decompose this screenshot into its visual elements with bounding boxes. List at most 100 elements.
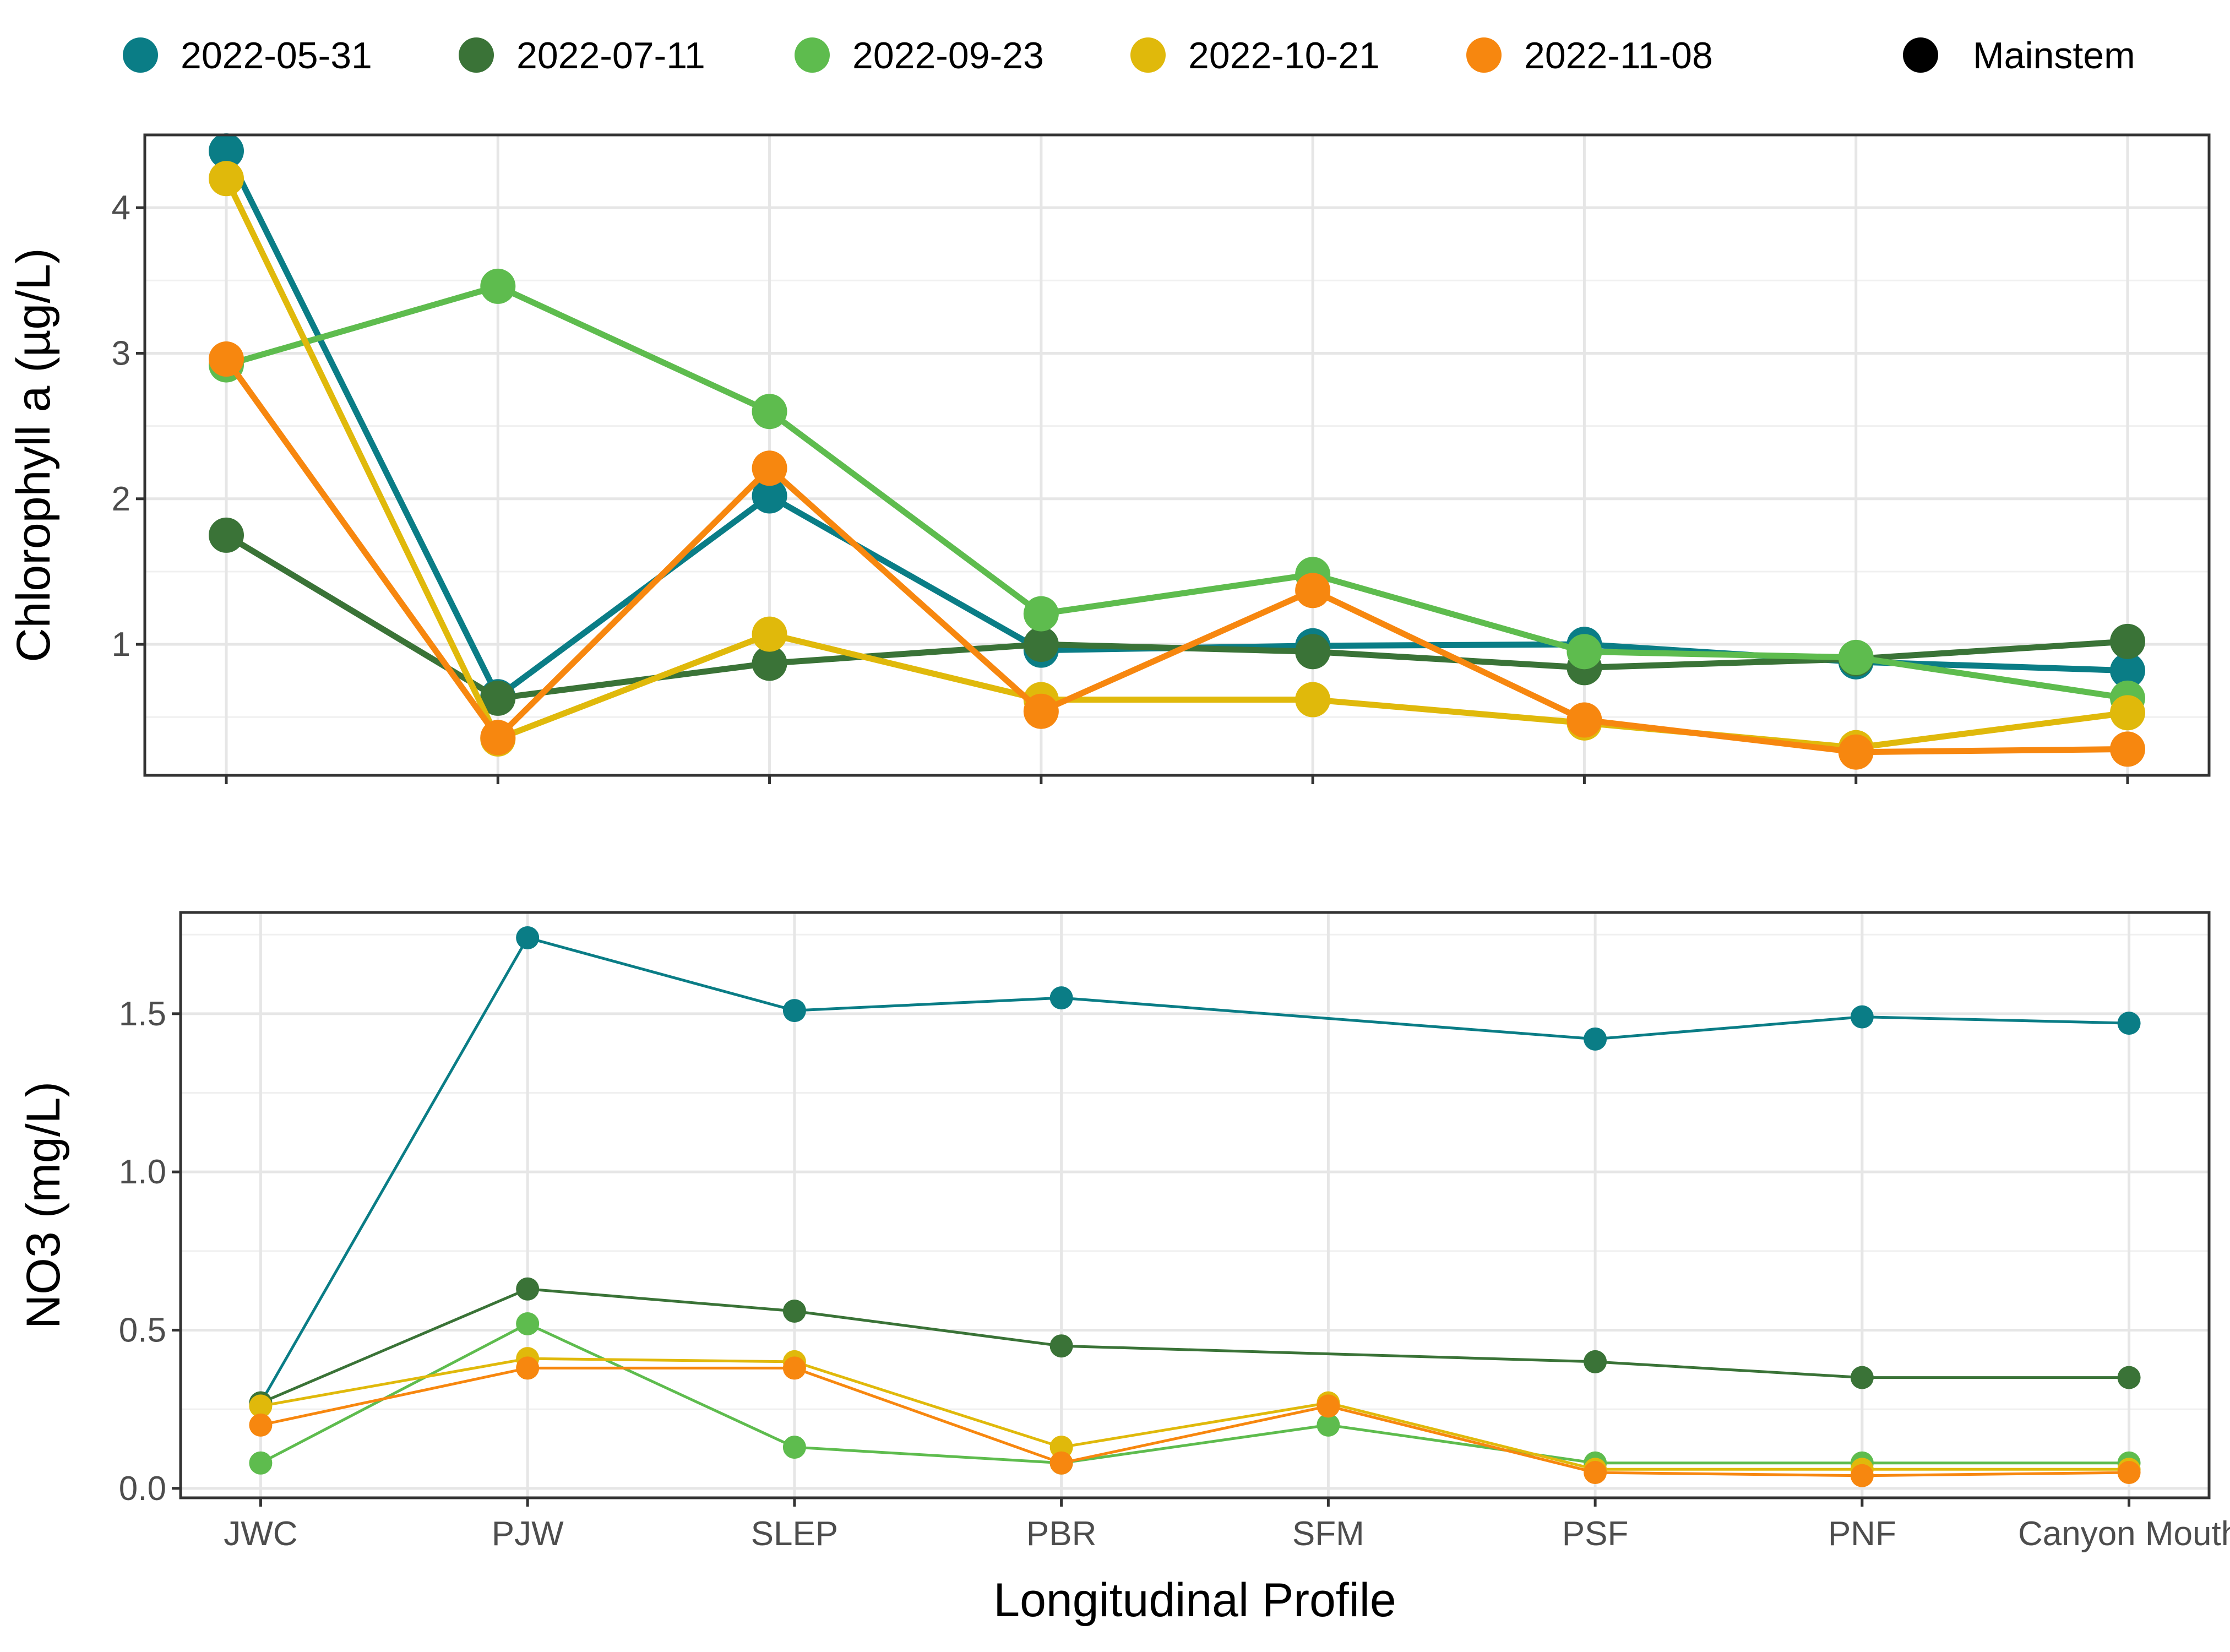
no3-point-2022-07-11-pnf — [1850, 1366, 1874, 1389]
chlorophyll-y-tick-label: 4 — [112, 189, 130, 227]
chlorophyll-point-2022-11-08-slep — [752, 450, 787, 486]
chlorophyll-point-2022-10-21-sfm — [1295, 682, 1331, 718]
no3-point-2022-09-23-pjw — [516, 1312, 540, 1335]
no3-point-2022-05-31-psf — [1584, 1027, 1607, 1051]
x-tick-label-pbr: PBR — [1026, 1515, 1096, 1553]
no3-point-2022-11-08-psf — [1584, 1461, 1607, 1485]
chlorophyll-panel-border — [143, 133, 2211, 777]
no3-point-2022-11-08-canyon-mouth — [2117, 1461, 2141, 1485]
no3-point-2022-11-08-pjw — [516, 1356, 540, 1380]
no3-point-2022-11-08-sfm — [1317, 1394, 1340, 1418]
x-tick-label-psf: PSF — [1562, 1515, 1629, 1553]
chlorophyll-point-2022-05-31-canyon-mouth — [2110, 653, 2146, 688]
legend-item-mainstem: Mainstem — [1903, 35, 2135, 77]
chlorophyll-point-2022-09-23-pjw — [480, 268, 516, 304]
legend-swatch — [459, 37, 494, 73]
legend-item-2022-11-08: 2022-11-08 — [1466, 35, 1713, 77]
no3-point-2022-11-08-pbr — [1049, 1451, 1073, 1475]
no3-point-2022-05-31-canyon-mouth — [2117, 1012, 2141, 1035]
chlorophyll-line-2022-09-23 — [225, 283, 2128, 702]
chlorophyll-point-2022-07-11-pbr — [1023, 627, 1059, 662]
legend-swatch — [795, 37, 830, 73]
no3-point-2022-05-31-slep — [782, 999, 806, 1023]
chlorophyll-point-2022-11-08-sfm — [1295, 573, 1331, 608]
no3-y-tick-label: 0.5 — [119, 1311, 166, 1349]
legend-swatch — [1903, 37, 1938, 73]
no3-point-2022-10-21-pbr — [1049, 1436, 1073, 1459]
chlorophyll-point-2022-05-31-jwc — [208, 133, 244, 169]
legend-label: 2022-11-08 — [1524, 35, 1713, 77]
chlorophyll-point-2022-11-08-pjw — [480, 720, 516, 756]
x-tick-label-pnf: PNF — [1828, 1515, 1896, 1553]
x-axis-title: Longitudinal Profile — [993, 1574, 1396, 1627]
chlorophyll-panel: 1 2 3 4 Chlorophyll a (µg/L) — [7, 133, 2211, 784]
chlorophyll-point-2022-09-23-slep — [752, 394, 787, 430]
no3-point-2022-05-31-pnf — [1850, 1005, 1874, 1029]
chlorophyll-point-2022-05-31-slep — [752, 478, 787, 514]
chlorophyll-point-2022-09-23-psf — [1567, 634, 1602, 670]
chlorophyll-y-tick-label: 1 — [112, 626, 130, 664]
chlorophyll-point-2022-11-08-psf — [1567, 702, 1602, 738]
legend-label: 2022-10-21 — [1188, 35, 1380, 77]
no3-line-2022-10-21 — [260, 1357, 2129, 1471]
chlorophyll-point-2022-09-23-pbr — [1023, 596, 1059, 632]
chlorophyll-point-2022-11-08-pbr — [1023, 693, 1059, 729]
no3-point-2022-07-11-psf — [1584, 1350, 1607, 1373]
no3-y-axis-title: NO3 (mg/L) — [17, 1082, 70, 1329]
no3-point-2022-05-31-pbr — [1049, 986, 1073, 1010]
legend-label: Mainstem — [1973, 35, 2135, 77]
no3-point-2022-11-08-jwc — [249, 1413, 273, 1437]
legend: 2022-05-31 2022-07-11 2022-09-23 2022-10-21… — [123, 35, 2135, 77]
legend-label: 2022-05-31 — [181, 35, 372, 77]
no3-point-2022-09-23-slep — [782, 1436, 806, 1459]
x-tick-label-canyon-mouth: Canyon Mouth — [2018, 1515, 2230, 1553]
no3-line-2022-11-08 — [260, 1366, 2129, 1477]
legend-item-2022-05-31: 2022-05-31 — [123, 35, 372, 77]
legend-label: 2022-07-11 — [516, 35, 705, 77]
no3-point-2022-11-08-slep — [782, 1356, 806, 1380]
chlorophyll-point-2022-07-11-canyon-mouth — [2110, 623, 2146, 659]
chlorophyll-point-2022-07-11-jwc — [208, 517, 244, 553]
chlorophyll-y-axis-title: Chlorophyll a (µg/L) — [7, 248, 60, 662]
legend-swatch — [123, 37, 158, 73]
x-tick-label-jwc: JWC — [224, 1515, 297, 1553]
chlorophyll-point-2022-11-08-jwc — [208, 341, 244, 377]
no3-series-2022-11-08 — [249, 1356, 2141, 1487]
legend-item-2022-07-11: 2022-07-11 — [459, 35, 705, 77]
chlorophyll-series-2022-11-08 — [208, 341, 2146, 770]
no3-y-tick-label: 1.0 — [119, 1153, 166, 1191]
chlorophyll-point-2022-10-21-jwc — [208, 161, 244, 197]
no3-y-tick-label: 0.0 — [119, 1470, 166, 1508]
chlorophyll-point-2022-09-23-pnf — [1838, 639, 1874, 675]
legend-item-2022-09-23: 2022-09-23 — [795, 35, 1044, 77]
x-tick-label-sfm: SFM — [1292, 1515, 1364, 1553]
chlorophyll-point-2022-07-11-sfm — [1295, 634, 1331, 670]
chlorophyll-point-2022-10-21-slep — [752, 616, 787, 652]
no3-panel: 0.0 0.5 1.0 1.5 JWC PJW SLEP PBR SFM PSF PNF Canyon… — [17, 911, 2230, 1627]
no3-point-2022-09-23-sfm — [1317, 1413, 1340, 1437]
x-tick-label-slep: SLEP — [751, 1515, 839, 1553]
legend-swatch — [1130, 37, 1166, 73]
legend-label: 2022-09-23 — [852, 35, 1044, 77]
chlorophyll-point-2022-07-11-slep — [752, 645, 787, 681]
no3-line-2022-09-23 — [260, 1322, 2129, 1465]
no3-point-2022-11-08-pnf — [1850, 1464, 1874, 1487]
legend-swatch — [1466, 37, 1502, 73]
no3-point-2022-10-21-jwc — [249, 1394, 273, 1418]
legend-item-2022-10-21: 2022-10-21 — [1130, 35, 1380, 77]
chlorophyll-point-2022-11-08-pnf — [1838, 734, 1874, 770]
no3-y-tick-label: 1.5 — [119, 995, 166, 1033]
no3-panel-border — [179, 911, 2211, 1499]
chlorophyll-y-tick-label: 3 — [112, 334, 130, 372]
no3-point-2022-09-23-jwc — [249, 1451, 273, 1475]
chlorophyll-point-2022-11-08-canyon-mouth — [2110, 731, 2146, 767]
no3-point-2022-05-31-pjw — [516, 926, 540, 949]
x-tick-label-pjw: PJW — [492, 1515, 564, 1553]
chlorophyll-point-2022-10-21-canyon-mouth — [2110, 695, 2146, 731]
no3-point-2022-07-11-slep — [782, 1299, 806, 1323]
no3-point-2022-07-11-canyon-mouth — [2117, 1366, 2141, 1389]
chlorophyll-point-2022-07-11-pjw — [480, 680, 516, 716]
chlorophyll-line-2022-11-08 — [224, 357, 2128, 756]
no3-point-2022-07-11-pjw — [516, 1277, 540, 1301]
